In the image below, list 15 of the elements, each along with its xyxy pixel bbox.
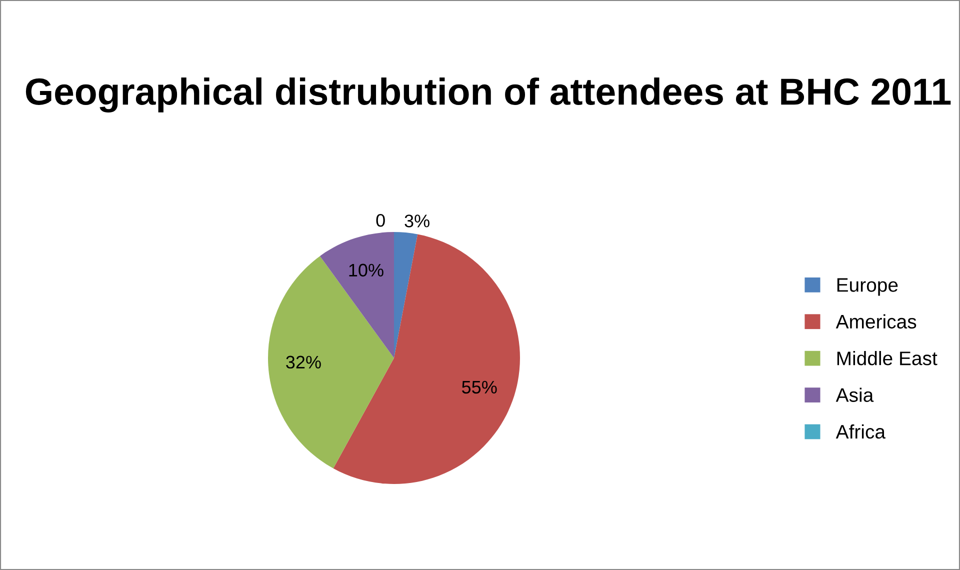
- data-label: 55%: [462, 380, 497, 394]
- pie-slice: [268, 256, 394, 468]
- legend-label: Americas: [836, 314, 916, 329]
- text: 0: [376, 214, 385, 227]
- data-label: 10%: [349, 264, 384, 277]
- legend-label: Europe: [837, 278, 898, 296]
- legend-label: Asia: [836, 388, 874, 402]
- data-label: 3%: [404, 214, 430, 228]
- pie-slice: [394, 232, 418, 358]
- pie-slice: [333, 234, 520, 484]
- data-label: 32%: [286, 356, 321, 369]
- pie-slice: [320, 232, 394, 358]
- legend-label: Africa: [836, 424, 886, 439]
- chart-title: Geographical distrubution of attendees at BHC 2011: [26, 77, 951, 113]
- legend-label: Middle East: [837, 350, 938, 366]
